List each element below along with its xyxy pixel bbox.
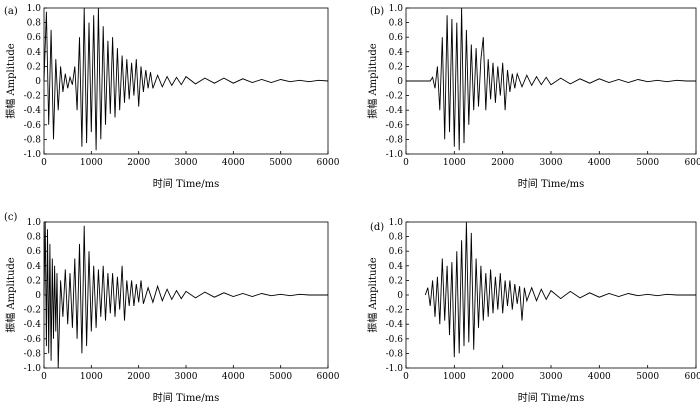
y-tick-label: -0.8 xyxy=(24,349,42,359)
y-tick-label: -0.2 xyxy=(24,306,41,316)
x-tick-label: 1000 xyxy=(443,158,466,168)
y-tick-label: -0.8 xyxy=(386,349,404,359)
waveform-series-line xyxy=(424,221,696,358)
y-tick-label: -0.4 xyxy=(386,106,404,116)
y-tick-label: -1.0 xyxy=(386,364,404,374)
y-tick-label: 0 xyxy=(397,291,403,301)
x-axis-label: 时间 Time/ms xyxy=(518,177,584,190)
y-tick-label: 0.2 xyxy=(389,62,403,72)
y-tick-label: 0.4 xyxy=(27,262,42,272)
y-tick-label: 0.8 xyxy=(27,233,42,243)
y-tick-label: -0.6 xyxy=(386,121,404,131)
x-tick-label: 0 xyxy=(403,372,409,382)
panel-label: (c) xyxy=(4,212,18,223)
y-axis-label: 振幅 Amplitude xyxy=(4,43,17,119)
x-tick-label: 3000 xyxy=(175,372,198,382)
x-tick-label: 1000 xyxy=(80,158,103,168)
x-tick-label: 3000 xyxy=(540,372,563,382)
y-axis-label: 振幅 Amplitude xyxy=(4,257,17,333)
chart-panel-4: (d) 1.00.80.60.40.20-0.2-0.4-0.6-0.8-1.00… xyxy=(366,218,700,404)
y-tick-label: 0.6 xyxy=(389,247,404,257)
y-tick-label: -0.4 xyxy=(24,106,42,116)
y-tick-label: 0.4 xyxy=(27,48,42,58)
y-tick-label: -1.0 xyxy=(386,150,404,160)
y-tick-label: -0.6 xyxy=(24,121,42,131)
y-tick-label: -0.2 xyxy=(24,92,41,102)
y-tick-label: 1.0 xyxy=(389,4,404,14)
waveform-series-line xyxy=(43,221,328,369)
x-tick-label: 6000 xyxy=(317,158,340,168)
x-axis-label: 时间 Time/ms xyxy=(518,391,584,404)
y-tick-label: 1.0 xyxy=(27,218,42,228)
x-tick-label: 4000 xyxy=(588,372,611,382)
x-tick-label: 5000 xyxy=(269,158,292,168)
y-tick-label: -1.0 xyxy=(24,364,42,374)
x-tick-label: 6000 xyxy=(317,372,340,382)
y-tick-label: 0.2 xyxy=(27,276,41,286)
y-tick-label: 0.4 xyxy=(389,262,404,272)
x-tick-label: 4000 xyxy=(588,158,611,168)
x-axis-label: 时间 Time/ms xyxy=(153,391,219,404)
panel-label: (b) xyxy=(370,6,384,17)
y-tick-label: -0.6 xyxy=(24,335,42,345)
y-tick-label: 0.6 xyxy=(27,33,42,43)
chart-panel-1: (a) 1.00.80.60.40.20-0.2-0.4-0.6-0.8-1.00… xyxy=(4,4,340,190)
y-tick-label: -0.8 xyxy=(386,135,404,145)
x-tick-label: 0 xyxy=(41,158,47,168)
y-tick-label: 1.0 xyxy=(389,218,404,228)
x-tick-label: 5000 xyxy=(269,372,292,382)
chart-panel-2: (b) 1.00.80.60.40.20-0.2-0.4-0.6-0.8-1.00… xyxy=(366,4,700,190)
panel-label: (d) xyxy=(370,222,384,233)
x-tick-label: 0 xyxy=(403,158,409,168)
panel-label: (a) xyxy=(4,6,18,17)
x-tick-label: 2000 xyxy=(491,372,514,382)
y-tick-label: 0 xyxy=(35,77,41,87)
y-tick-label: 0.2 xyxy=(27,62,41,72)
x-tick-label: 5000 xyxy=(636,158,659,168)
y-tick-label: -0.2 xyxy=(386,92,403,102)
x-tick-label: 5000 xyxy=(636,372,659,382)
y-axis-label: 振幅 Amplitude xyxy=(366,43,379,119)
x-tick-label: 1000 xyxy=(80,372,103,382)
x-tick-label: 1000 xyxy=(443,372,466,382)
x-tick-label: 4000 xyxy=(222,372,245,382)
x-tick-label: 6000 xyxy=(685,158,700,168)
x-tick-label: 2000 xyxy=(127,372,150,382)
y-tick-label: 0.8 xyxy=(389,19,404,29)
y-tick-label: -0.8 xyxy=(24,135,42,145)
x-tick-label: 3000 xyxy=(175,158,198,168)
waveform-series-line xyxy=(406,7,696,151)
chart-panel-3: (c) 1.00.80.60.40.20-0.2-0.4-0.6-0.8-1.00… xyxy=(4,212,340,404)
x-tick-label: 2000 xyxy=(491,158,514,168)
y-tick-label: 0.6 xyxy=(27,247,42,257)
y-tick-label: -0.2 xyxy=(386,306,403,316)
y-tick-label: -0.4 xyxy=(386,320,404,330)
y-tick-label: 0.6 xyxy=(389,33,404,43)
y-tick-label: 0.4 xyxy=(389,48,404,58)
y-axis-label: 振幅 Amplitude xyxy=(366,257,379,333)
y-tick-label: 1.0 xyxy=(27,4,42,14)
y-tick-label: 0.2 xyxy=(389,276,403,286)
y-tick-label: -0.6 xyxy=(386,335,404,345)
waveform-series-line xyxy=(43,7,329,151)
y-tick-label: 0.8 xyxy=(389,233,404,243)
y-tick-label: -0.4 xyxy=(24,320,42,330)
x-axis-label: 时间 Time/ms xyxy=(153,177,219,190)
y-tick-label: -1.0 xyxy=(24,150,42,160)
y-tick-label: 0 xyxy=(35,291,41,301)
x-tick-label: 3000 xyxy=(540,158,563,168)
x-tick-label: 0 xyxy=(41,372,47,382)
x-tick-label: 2000 xyxy=(127,158,150,168)
y-tick-label: 0 xyxy=(397,77,403,87)
x-tick-label: 6000 xyxy=(685,372,700,382)
y-tick-label: 0.8 xyxy=(27,19,42,29)
x-tick-label: 4000 xyxy=(222,158,245,168)
